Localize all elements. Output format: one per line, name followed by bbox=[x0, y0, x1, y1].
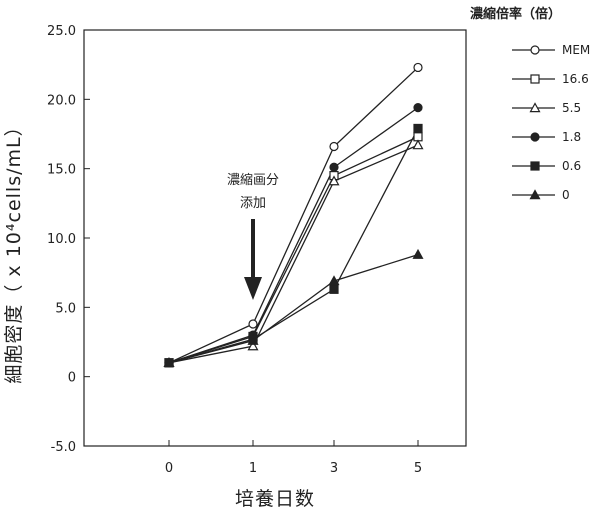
legend-label: MEM bbox=[562, 43, 590, 57]
legend-marker bbox=[530, 132, 540, 142]
y-tick-label: 10.0 bbox=[47, 232, 76, 247]
legend-marker bbox=[530, 74, 540, 84]
arrow-head bbox=[244, 277, 262, 300]
data-point bbox=[329, 284, 339, 294]
y-tick-label: 20.0 bbox=[47, 93, 76, 108]
annotation-text: 濃縮画分 bbox=[227, 172, 279, 188]
data-point bbox=[328, 175, 340, 186]
y-tick-label: 15.0 bbox=[47, 163, 76, 178]
legend-label: 5.5 bbox=[562, 101, 581, 115]
x-tick-label: 5 bbox=[414, 461, 422, 476]
x-axis-title: 培養日数 bbox=[235, 488, 315, 510]
data-point bbox=[247, 334, 259, 345]
data-point bbox=[329, 162, 339, 172]
plot-area: 25.0 20.0 15.0 10.0 5.0 0 -5.0 0 1 3 5 培養日数 細胞密度（ x … bbox=[3, 24, 467, 510]
y-tick-label: -5.0 bbox=[51, 440, 76, 455]
legend-marker bbox=[529, 102, 541, 113]
x-tick-label: 1 bbox=[249, 461, 257, 476]
legend-marker bbox=[529, 189, 541, 200]
data-point bbox=[413, 103, 423, 113]
data-point bbox=[413, 62, 423, 73]
y-tick-label: 0 bbox=[68, 371, 76, 386]
y-tick-label: 25.0 bbox=[47, 24, 76, 39]
series-line-2 bbox=[168, 144, 419, 364]
data-point bbox=[248, 319, 258, 329]
x-tick-label: 3 bbox=[330, 461, 338, 476]
x-tick-label: 0 bbox=[165, 461, 173, 476]
data-point bbox=[247, 340, 259, 351]
series-line-5 bbox=[168, 254, 419, 364]
series-line-0 bbox=[168, 66, 419, 364]
data-point bbox=[412, 139, 424, 150]
series-line-1 bbox=[168, 136, 419, 364]
data-point bbox=[329, 141, 339, 152]
legend-marker bbox=[530, 45, 540, 55]
legend-label: 1.8 bbox=[562, 130, 581, 144]
y-axis-title: 細胞密度（ x 10⁴cells/mL） bbox=[3, 116, 25, 383]
legend-label: 0.6 bbox=[562, 159, 581, 173]
legend-label: 16.6 bbox=[562, 72, 589, 86]
data-point bbox=[328, 275, 340, 286]
data-point bbox=[163, 357, 175, 367]
y-tick-label: 5.0 bbox=[55, 301, 76, 316]
legend-title: 濃縮倍率（倍） bbox=[470, 6, 561, 22]
annotation-text: 添加 bbox=[240, 196, 266, 211]
legend: 濃縮倍率（倍） MEM 16.6 5.5 1.8 0.6 0 bbox=[470, 6, 590, 202]
plot-frame bbox=[83, 29, 467, 447]
data-point bbox=[413, 123, 423, 134]
series-line-3 bbox=[168, 107, 419, 364]
legend-marker bbox=[530, 161, 540, 171]
legend-label: 0 bbox=[562, 188, 570, 202]
data-point bbox=[412, 248, 424, 259]
series-line-4 bbox=[168, 128, 419, 364]
